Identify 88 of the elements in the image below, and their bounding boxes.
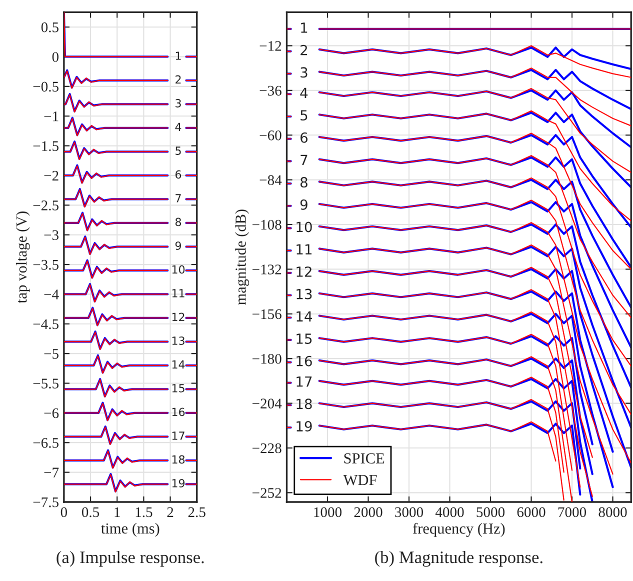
legend-label: WDF	[343, 474, 377, 486]
text: (a) Impulse response.	[56, 550, 204, 567]
x-tick-label: 2.5	[188, 507, 206, 518]
y-tick-label: −5	[44, 349, 59, 359]
text: (b) Magnitude response.	[375, 550, 542, 567]
annotation: 10	[172, 265, 185, 274]
annotation: 12	[296, 266, 312, 277]
annotation: 5	[176, 146, 181, 155]
annotation: 13	[172, 336, 184, 345]
annotation: 10	[296, 222, 312, 232]
x-tick-label: 4000	[435, 507, 464, 518]
y-axis-title: magnitude (dB)	[235, 210, 250, 305]
annotation: 18	[172, 455, 185, 464]
y-tick-label: −4	[44, 290, 59, 300]
x-tick-label: 2	[167, 507, 174, 517]
y-tick-label: −3	[44, 230, 59, 240]
y-tick-label: −5.5	[33, 378, 59, 389]
y-tick-label: 0	[52, 52, 59, 62]
x-tick-label: 7000	[558, 507, 586, 518]
annotation: 4	[175, 122, 182, 132]
x-tick-label: 0.5	[82, 507, 100, 518]
y-tick-label: −180	[252, 354, 282, 364]
y-tick-label: −1.5	[33, 141, 59, 152]
annotation: 2	[300, 44, 307, 56]
y-tick-label: −1	[44, 112, 58, 122]
x-tick-label: 0	[60, 507, 68, 518]
y-tick-label: −132	[252, 264, 282, 274]
y-tick-label: −252	[252, 488, 282, 498]
y-tick-label: −228	[252, 443, 282, 454]
annotation: 7	[176, 194, 181, 202]
x-tick-label: 6000	[517, 507, 546, 518]
annotation: 1	[301, 22, 308, 33]
annotation: 11	[296, 244, 312, 254]
annotation: 11	[172, 289, 184, 298]
annotation: 8	[175, 218, 182, 226]
annotation: 3	[176, 99, 181, 108]
annotation: 18	[296, 398, 312, 410]
x-axis-title: time (ms)	[101, 522, 160, 537]
x-tick-label: 2000	[354, 507, 382, 518]
annotation: 16	[296, 356, 312, 366]
x-tick-label: 1.5	[136, 507, 152, 518]
y-tick-label: 0.5	[41, 22, 58, 32]
y-tick-label: −0.5	[33, 82, 59, 92]
x-tick-label: 1000	[314, 507, 342, 518]
annotation: 13	[296, 288, 312, 300]
annotation: 6	[175, 170, 182, 179]
y-tick-label: −36	[260, 86, 282, 96]
y-tick-label: −60	[260, 130, 282, 140]
y-tick-label: −2	[44, 170, 58, 181]
annotation: 17	[296, 376, 312, 387]
y-tick-label: −84	[260, 175, 282, 186]
y-tick-label: −108	[252, 220, 282, 230]
annotation: 16	[172, 408, 185, 416]
annotation: 4	[300, 88, 308, 98]
annotation: 19	[172, 478, 185, 488]
annotation: 15	[172, 384, 184, 392]
legend-label: SPICE	[344, 453, 384, 464]
annotation: 12	[172, 312, 184, 322]
annotation: 9	[300, 199, 308, 210]
annotation: 17	[172, 432, 184, 440]
x-tick-label: 8000	[598, 507, 627, 518]
y-tick-label: −12	[260, 41, 282, 51]
x-tick-label: 1	[114, 507, 120, 517]
x-tick-label: 3000	[395, 507, 424, 518]
annotation: 8	[300, 177, 308, 188]
y-tick-label: −7.5	[33, 497, 59, 508]
annotation: 15	[296, 334, 312, 344]
annotation: 6	[300, 132, 308, 143]
annotation: 2	[176, 75, 181, 84]
y-tick-label: −2.5	[33, 200, 59, 210]
annotation: 14	[172, 360, 185, 369]
y-tick-label: −7	[44, 468, 59, 478]
y-tick-label: −6.5	[33, 438, 59, 448]
y-tick-label: −204	[252, 398, 282, 408]
x-axis-title: frequency (Hz)	[412, 522, 505, 537]
annotation: 3	[300, 67, 308, 78]
annotation: 5	[300, 110, 308, 121]
y-tick-label: −4.5	[33, 319, 59, 330]
annotation: 14	[296, 311, 312, 322]
y-tick-label: −156	[252, 309, 282, 320]
x-tick-label: 5000	[476, 507, 505, 518]
annotation: 7	[300, 154, 308, 166]
annotation: 19	[296, 421, 312, 432]
annotation: 1	[176, 52, 181, 60]
y-tick-label: −3.5	[33, 260, 59, 270]
y-tick-label: −6	[44, 408, 59, 418]
annotation: 9	[175, 242, 182, 250]
y-axis-title: tap voltage (V)	[16, 212, 30, 304]
